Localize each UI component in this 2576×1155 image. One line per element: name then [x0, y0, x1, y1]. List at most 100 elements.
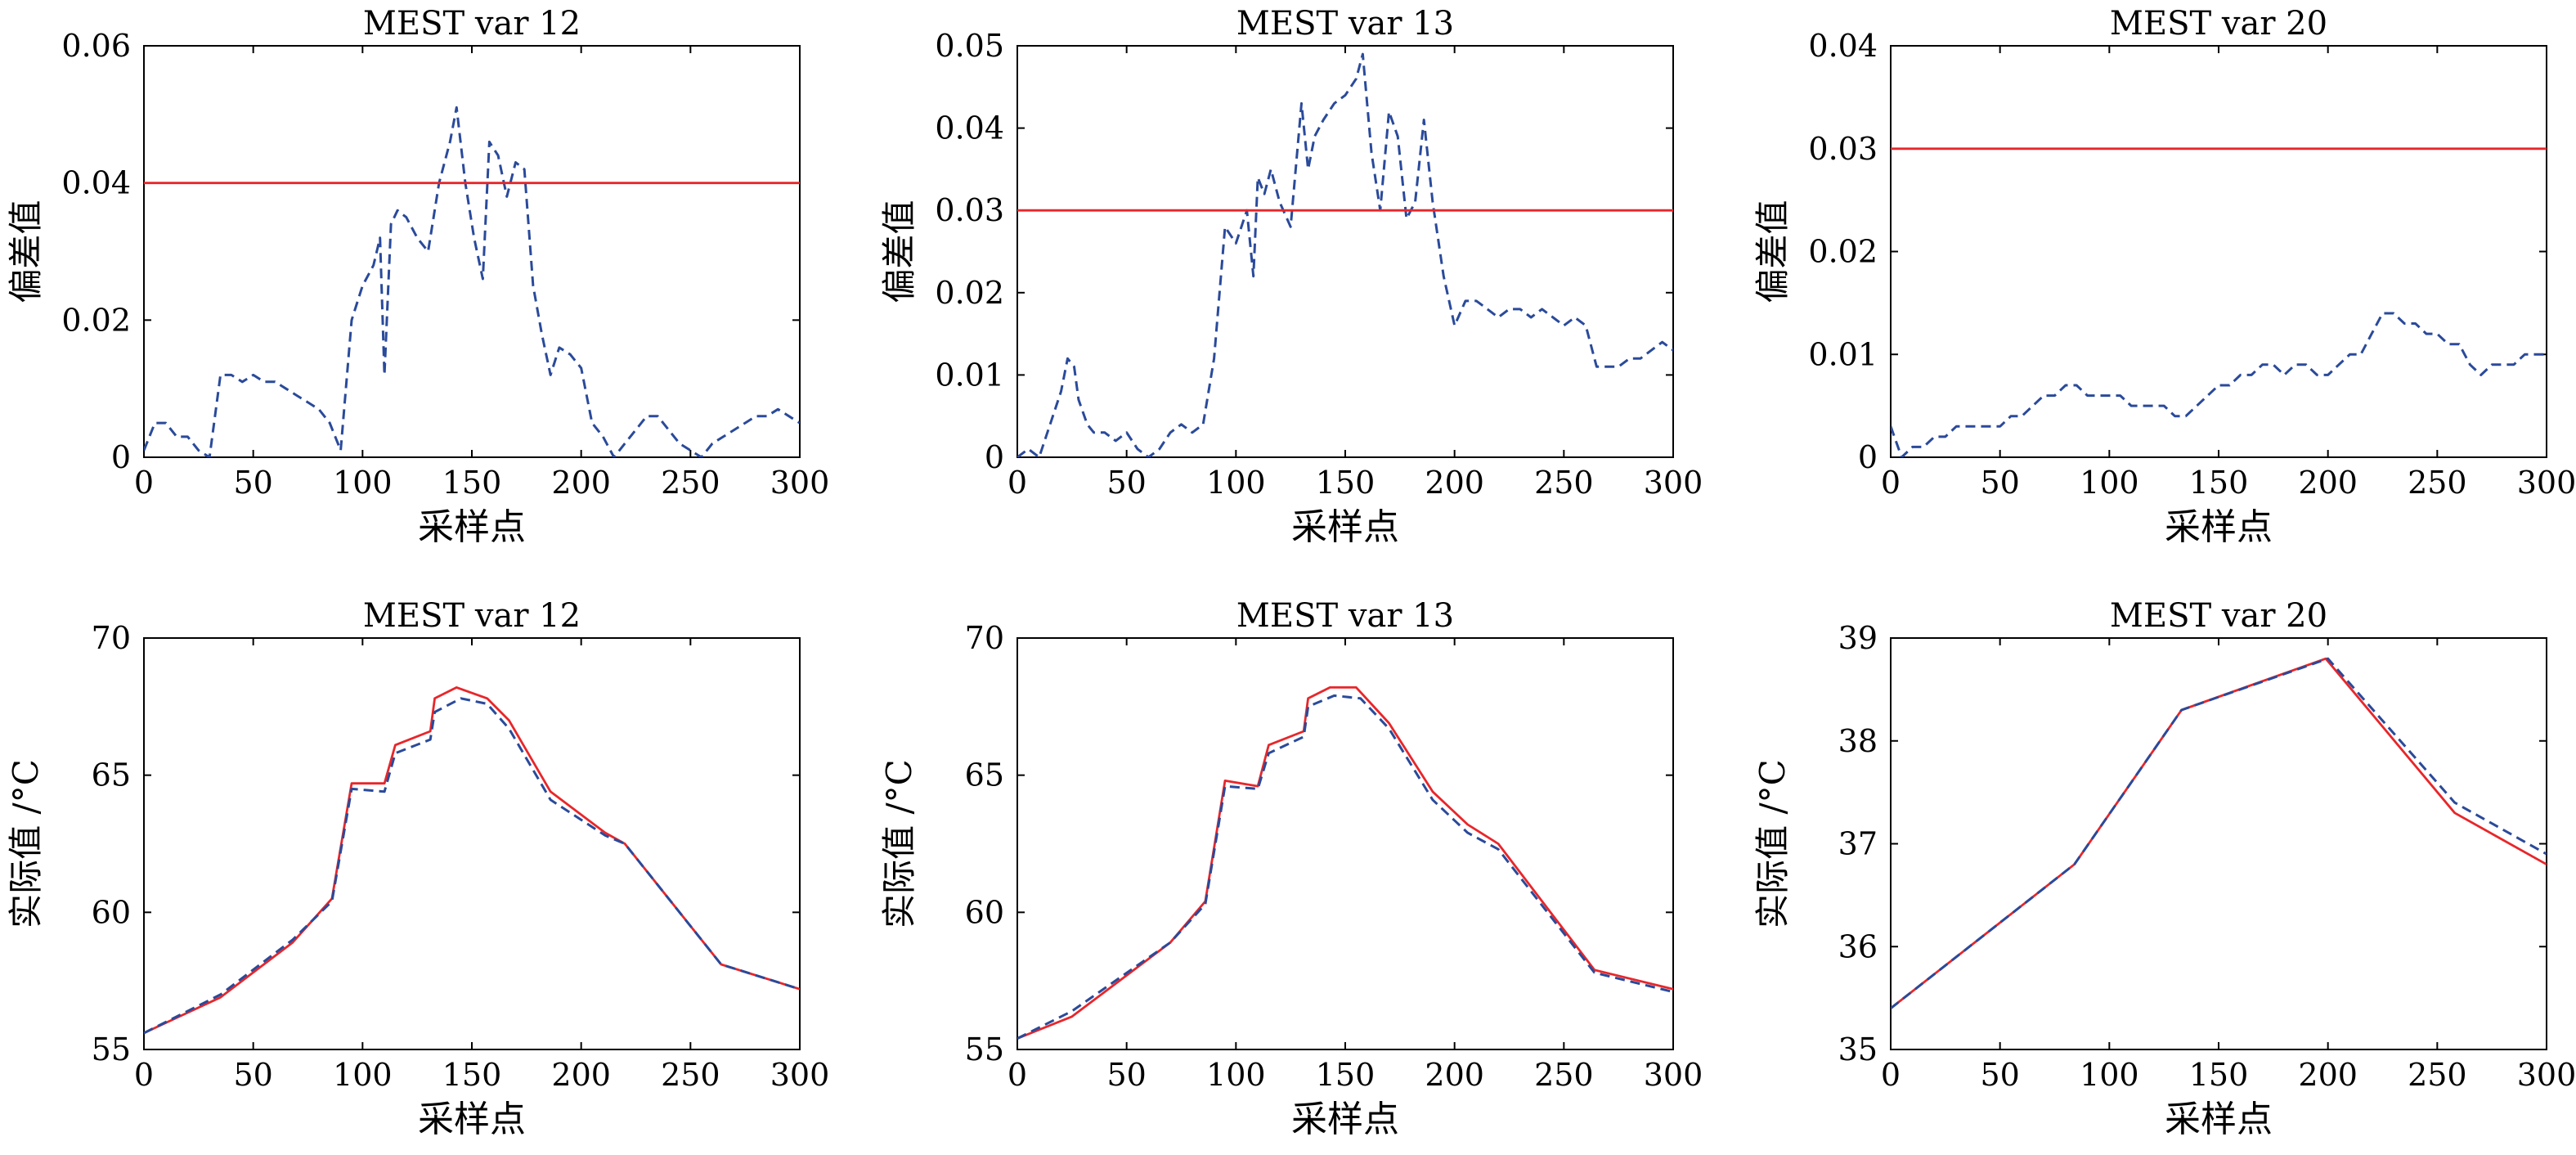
chart-panel-5: 0 50 100 150 200 250 300 55 60 65 70 MEST var 13 采样点…	[879, 597, 1703, 1140]
chart-title: MEST var 20	[2110, 597, 2327, 635]
y-tick-label: 70	[92, 620, 131, 656]
x-tick-label: 150	[2189, 465, 2249, 501]
y-tick-label: 39	[1838, 620, 1878, 656]
x-tick-label: 250	[661, 1057, 720, 1093]
axes-frame	[1016, 637, 1674, 1050]
x-tick-label: 100	[2080, 465, 2139, 501]
x-tick-label: 250	[661, 465, 720, 501]
x-tick-label: 150	[2189, 1057, 2249, 1093]
y-tick-label: 0.04	[61, 165, 131, 201]
x-tick-label: 150	[1316, 465, 1376, 501]
y-axis-label: 偏差值	[1752, 200, 1793, 303]
chart-panel-1: 0 50 100 150 200 250 300 0 0.02 0.04 0.06 MEST var …	[6, 5, 829, 548]
x-tick-label: 0	[134, 465, 154, 501]
x-tick-label: 300	[770, 465, 830, 501]
y-axis-label: 偏差值	[6, 200, 46, 303]
solid-series-line	[1891, 657, 2547, 1009]
x-axis-label: 采样点	[1291, 506, 1399, 548]
dashed-series-line	[144, 106, 800, 457]
x-axis-label: 采样点	[1291, 1099, 1399, 1140]
x-tick-label: 300	[2517, 465, 2576, 501]
x-axis-label: 采样点	[418, 1099, 526, 1140]
x-tick-label: 0	[1881, 1057, 1901, 1093]
x-tick-label: 300	[1644, 465, 1703, 501]
y-tick-label: 0.01	[935, 357, 1004, 393]
dashed-series-line	[1891, 657, 2547, 1009]
y-tick-label: 65	[965, 757, 1004, 793]
x-tick-label: 0	[1881, 465, 1901, 501]
y-tick-label: 0	[1858, 439, 1878, 475]
axes-frame	[1890, 637, 2547, 1050]
y-tick-label: 37	[1838, 826, 1878, 862]
x-tick-label: 50	[1106, 1057, 1146, 1093]
y-tick-label: 0.04	[935, 110, 1004, 146]
y-tick-label: 55	[92, 1031, 131, 1067]
dashed-series-line	[1891, 312, 2547, 457]
chart-title: MEST var 12	[363, 597, 581, 635]
x-tick-label: 200	[2298, 1057, 2358, 1093]
y-tick-label: 0	[985, 439, 1004, 475]
chart-title: MEST var 13	[1236, 5, 1454, 43]
x-axis-label: 采样点	[418, 506, 526, 548]
x-tick-label: 300	[2517, 1057, 2576, 1093]
y-tick-label: 36	[1838, 928, 1878, 964]
x-tick-label: 150	[442, 1057, 502, 1093]
x-tick-label: 50	[233, 465, 272, 501]
y-tick-label: 0.03	[935, 192, 1004, 228]
x-tick-label: 250	[1534, 465, 1594, 501]
chart-panel-2: 0 50 100 150 200 250 300 0 0.01 0.02 0.03 0.04 0.05 M…	[879, 5, 1703, 548]
x-tick-label: 0	[1008, 1057, 1027, 1093]
y-tick-label: 0.06	[61, 28, 131, 64]
solid-series-line	[144, 686, 800, 1035]
x-tick-label: 200	[2298, 465, 2358, 501]
dashed-series-line	[144, 697, 800, 1035]
x-tick-label: 100	[1206, 1057, 1266, 1093]
y-tick-label: 35	[1838, 1031, 1878, 1067]
x-tick-label: 100	[2080, 1057, 2139, 1093]
x-tick-label: 100	[333, 465, 393, 501]
y-tick-label: 0.03	[1808, 131, 1878, 167]
dashed-series-line	[1017, 52, 1673, 457]
x-tick-label: 100	[1206, 465, 1266, 501]
y-axis-label: 实际值 /°C	[1752, 759, 1793, 928]
y-tick-label: 65	[92, 757, 131, 793]
y-axis-label: 偏差值	[879, 200, 919, 303]
y-tick-label: 0.02	[935, 275, 1004, 311]
x-tick-label: 200	[551, 465, 611, 501]
x-axis-label: 采样点	[2165, 1099, 2273, 1140]
y-tick-label: 0.01	[1808, 336, 1878, 372]
chart-panel-3: 0 50 100 150 200 250 300 0 0.01 0.02 0.03 0.04 MEST …	[1752, 5, 2576, 548]
x-tick-label: 200	[1425, 465, 1484, 501]
chart-title: MEST var 12	[363, 5, 581, 43]
y-tick-label: 38	[1838, 723, 1878, 759]
axes-frame	[1890, 45, 2547, 458]
chart-title: MEST var 20	[2110, 5, 2327, 43]
x-tick-label: 250	[2408, 1057, 2467, 1093]
y-tick-label: 70	[965, 620, 1004, 656]
x-axis-label: 采样点	[2165, 506, 2273, 548]
axes-frame	[143, 45, 801, 458]
x-tick-label: 250	[2408, 465, 2467, 501]
y-tick-label: 60	[92, 894, 131, 930]
y-tick-label: 0.05	[935, 28, 1004, 64]
solid-series-line	[1017, 686, 1673, 1040]
x-tick-label: 150	[1316, 1057, 1376, 1093]
x-tick-label: 100	[333, 1057, 393, 1093]
axes-frame	[143, 637, 801, 1050]
dashed-series-line	[1017, 694, 1673, 1040]
x-tick-label: 150	[442, 465, 502, 501]
x-tick-label: 0	[134, 1057, 154, 1093]
y-tick-label: 55	[965, 1031, 1004, 1067]
x-tick-label: 50	[1106, 465, 1146, 501]
x-tick-label: 200	[1425, 1057, 1484, 1093]
chart-panel-4: 0 50 100 150 200 250 300 55 60 65 70 MEST var 12 采样点…	[6, 597, 829, 1140]
chart-title: MEST var 13	[1236, 597, 1454, 635]
y-tick-label: 0.04	[1808, 28, 1878, 64]
x-tick-label: 50	[1980, 465, 2019, 501]
x-tick-label: 250	[1534, 1057, 1594, 1093]
chart-panel-6: 0 50 100 150 200 250 300 35 36 37 38 39 MEST var 20 采…	[1752, 597, 2576, 1140]
y-tick-label: 0.02	[61, 302, 131, 338]
y-tick-label: 60	[965, 894, 1004, 930]
x-tick-label: 50	[233, 1057, 272, 1093]
